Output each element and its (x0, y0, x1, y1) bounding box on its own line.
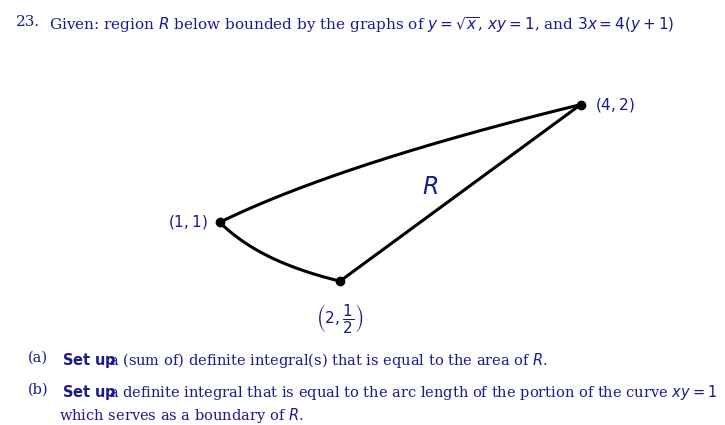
Text: $(1,1)$: $(1,1)$ (168, 213, 207, 231)
Text: $(4,2)$: $(4,2)$ (595, 96, 635, 113)
Text: Given: region $R$ below bounded by the graphs of $y = \sqrt{x}$, $xy = 1$, and $: Given: region $R$ below bounded by the g… (49, 15, 675, 35)
Text: a (sum of) definite integral(s) that is equal to the area of $R$.: a (sum of) definite integral(s) that is … (109, 351, 548, 370)
Text: (b): (b) (28, 382, 48, 397)
Text: $\left(2,\dfrac{1}{2}\right)$: $\left(2,\dfrac{1}{2}\right)$ (316, 302, 364, 335)
Text: $\mathbf{Set\ up}$: $\mathbf{Set\ up}$ (62, 382, 117, 402)
Text: $\mathbf{Set\ up}$: $\mathbf{Set\ up}$ (62, 351, 117, 370)
Text: 23.: 23. (16, 15, 40, 29)
Text: (a): (a) (28, 351, 48, 365)
Text: a definite integral that is equal to the arc length of the portion of the curve : a definite integral that is equal to the… (109, 382, 717, 402)
Text: $R$: $R$ (422, 176, 439, 198)
Text: which serves as a boundary of $R$.: which serves as a boundary of $R$. (59, 406, 304, 425)
